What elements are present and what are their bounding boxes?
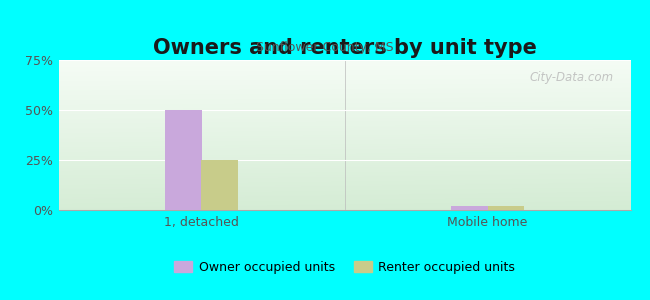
Title: Owners and renters by unit type: Owners and renters by unit type — [153, 38, 536, 58]
Bar — [488, 206, 523, 210]
Bar — [202, 160, 237, 210]
Legend: Owner occupied units, Renter occupied units: Owner occupied units, Renter occupied un… — [168, 256, 521, 279]
Bar — [166, 110, 202, 210]
Text: City-Data.com: City-Data.com — [529, 70, 614, 83]
Bar — [452, 206, 488, 210]
Text: Sunflower County, MS: Sunflower County, MS — [256, 40, 394, 53]
